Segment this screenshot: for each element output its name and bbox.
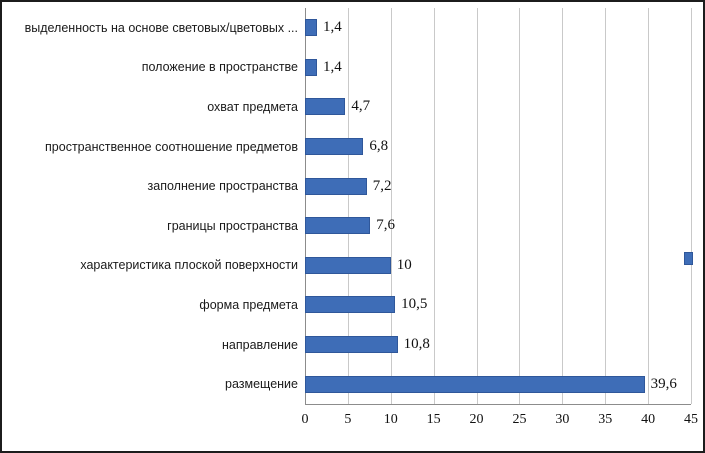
x-tick-label: 0 (301, 412, 309, 427)
bar (305, 336, 398, 354)
chart-row: границы пространства 7,6 (2, 206, 703, 246)
bar-value-label: 7,2 (372, 177, 392, 194)
bar-value-label: 39,6 (650, 375, 677, 392)
bar-area: 7,6 (305, 206, 703, 246)
x-tick-label: 5 (344, 412, 352, 427)
gridline (347, 8, 349, 404)
category-label: размещение (225, 377, 298, 392)
x-tick-label: 45 (684, 412, 698, 427)
gridline (433, 8, 435, 404)
x-tick-label: 25 (512, 412, 527, 427)
bar-value-label: 1,4 (323, 19, 342, 36)
category-label: выделенность на основе световых/цветовых… (24, 20, 298, 35)
chart-rows: выделенность на основе световых/цветовых… (2, 8, 703, 404)
category-label: охват предмета (207, 99, 298, 114)
x-tick-label: 20 (469, 412, 484, 427)
category-label: характеристика плоской поверхности (80, 258, 298, 273)
x-tick-label: 10 (383, 412, 398, 427)
bar-value-label: 7,6 (376, 217, 395, 234)
chart-row: размещение 39,6 (2, 364, 703, 404)
gridline (390, 8, 392, 404)
category-label: пространственное соотношение предметов (45, 139, 298, 154)
chart-row: характеристика плоской поверхности 10 (2, 246, 703, 286)
bar (305, 256, 391, 274)
bar-value-label: 1,4 (323, 58, 342, 75)
bar (305, 58, 317, 76)
bar-area: 7,2 (305, 166, 703, 206)
x-tick-label: 40 (641, 412, 656, 427)
category-label: положение в пространстве (141, 60, 298, 75)
gridline (562, 8, 564, 404)
bar (305, 138, 364, 156)
bar-area: 1,4 (305, 48, 703, 88)
gridline (605, 8, 607, 404)
x-tick-label: 35 (598, 412, 613, 427)
bar-area: 10,8 (305, 325, 703, 365)
gridline (476, 8, 478, 404)
bar (305, 19, 317, 37)
chart-row: направление 10,8 (2, 325, 703, 365)
bar (305, 296, 396, 314)
bar-value-label: 10,8 (403, 336, 430, 353)
category-label: направление (222, 337, 298, 352)
bar (305, 177, 367, 195)
chart-row: положение в пространстве 1,4 (2, 48, 703, 88)
bar-area: 10 (305, 246, 703, 286)
chart-row: охват предмета 4,7 (2, 87, 703, 127)
bar-area: 4,7 (305, 87, 703, 127)
gridline (691, 8, 692, 404)
gridline (648, 8, 650, 404)
y-axis-line (305, 8, 306, 404)
bar-area: 39,6 (305, 364, 703, 404)
chart-row: пространственное соотношение предметов 6,… (2, 127, 703, 167)
bar-value-label: 6,8 (369, 138, 389, 155)
bar (305, 375, 645, 393)
x-axis-line (305, 404, 691, 405)
category-label: заполнение пространства (147, 179, 298, 194)
x-tick-label: 30 (555, 412, 570, 427)
bar (305, 217, 371, 235)
chart-row: форма предмета 10,5 (2, 285, 703, 325)
bar-area: 6,8 (305, 127, 703, 167)
bar-value-label: 10,5 (401, 296, 428, 313)
legend-marker-icon (684, 252, 693, 265)
bar-area: 10,5 (305, 285, 703, 325)
bar-value-label: 10 (396, 256, 412, 273)
gridline (519, 8, 521, 404)
chart-row: заполнение пространства 7,2 (2, 166, 703, 206)
category-label: границы пространства (167, 218, 298, 233)
x-tick-label: 15 (426, 412, 441, 427)
bar-area: 1,4 (305, 8, 703, 48)
bar (305, 98, 346, 116)
bar-value-label: 4,7 (351, 98, 371, 115)
category-label: форма предмета (199, 297, 298, 312)
chart-row: выделенность на основе световых/цветовых… (2, 8, 703, 48)
